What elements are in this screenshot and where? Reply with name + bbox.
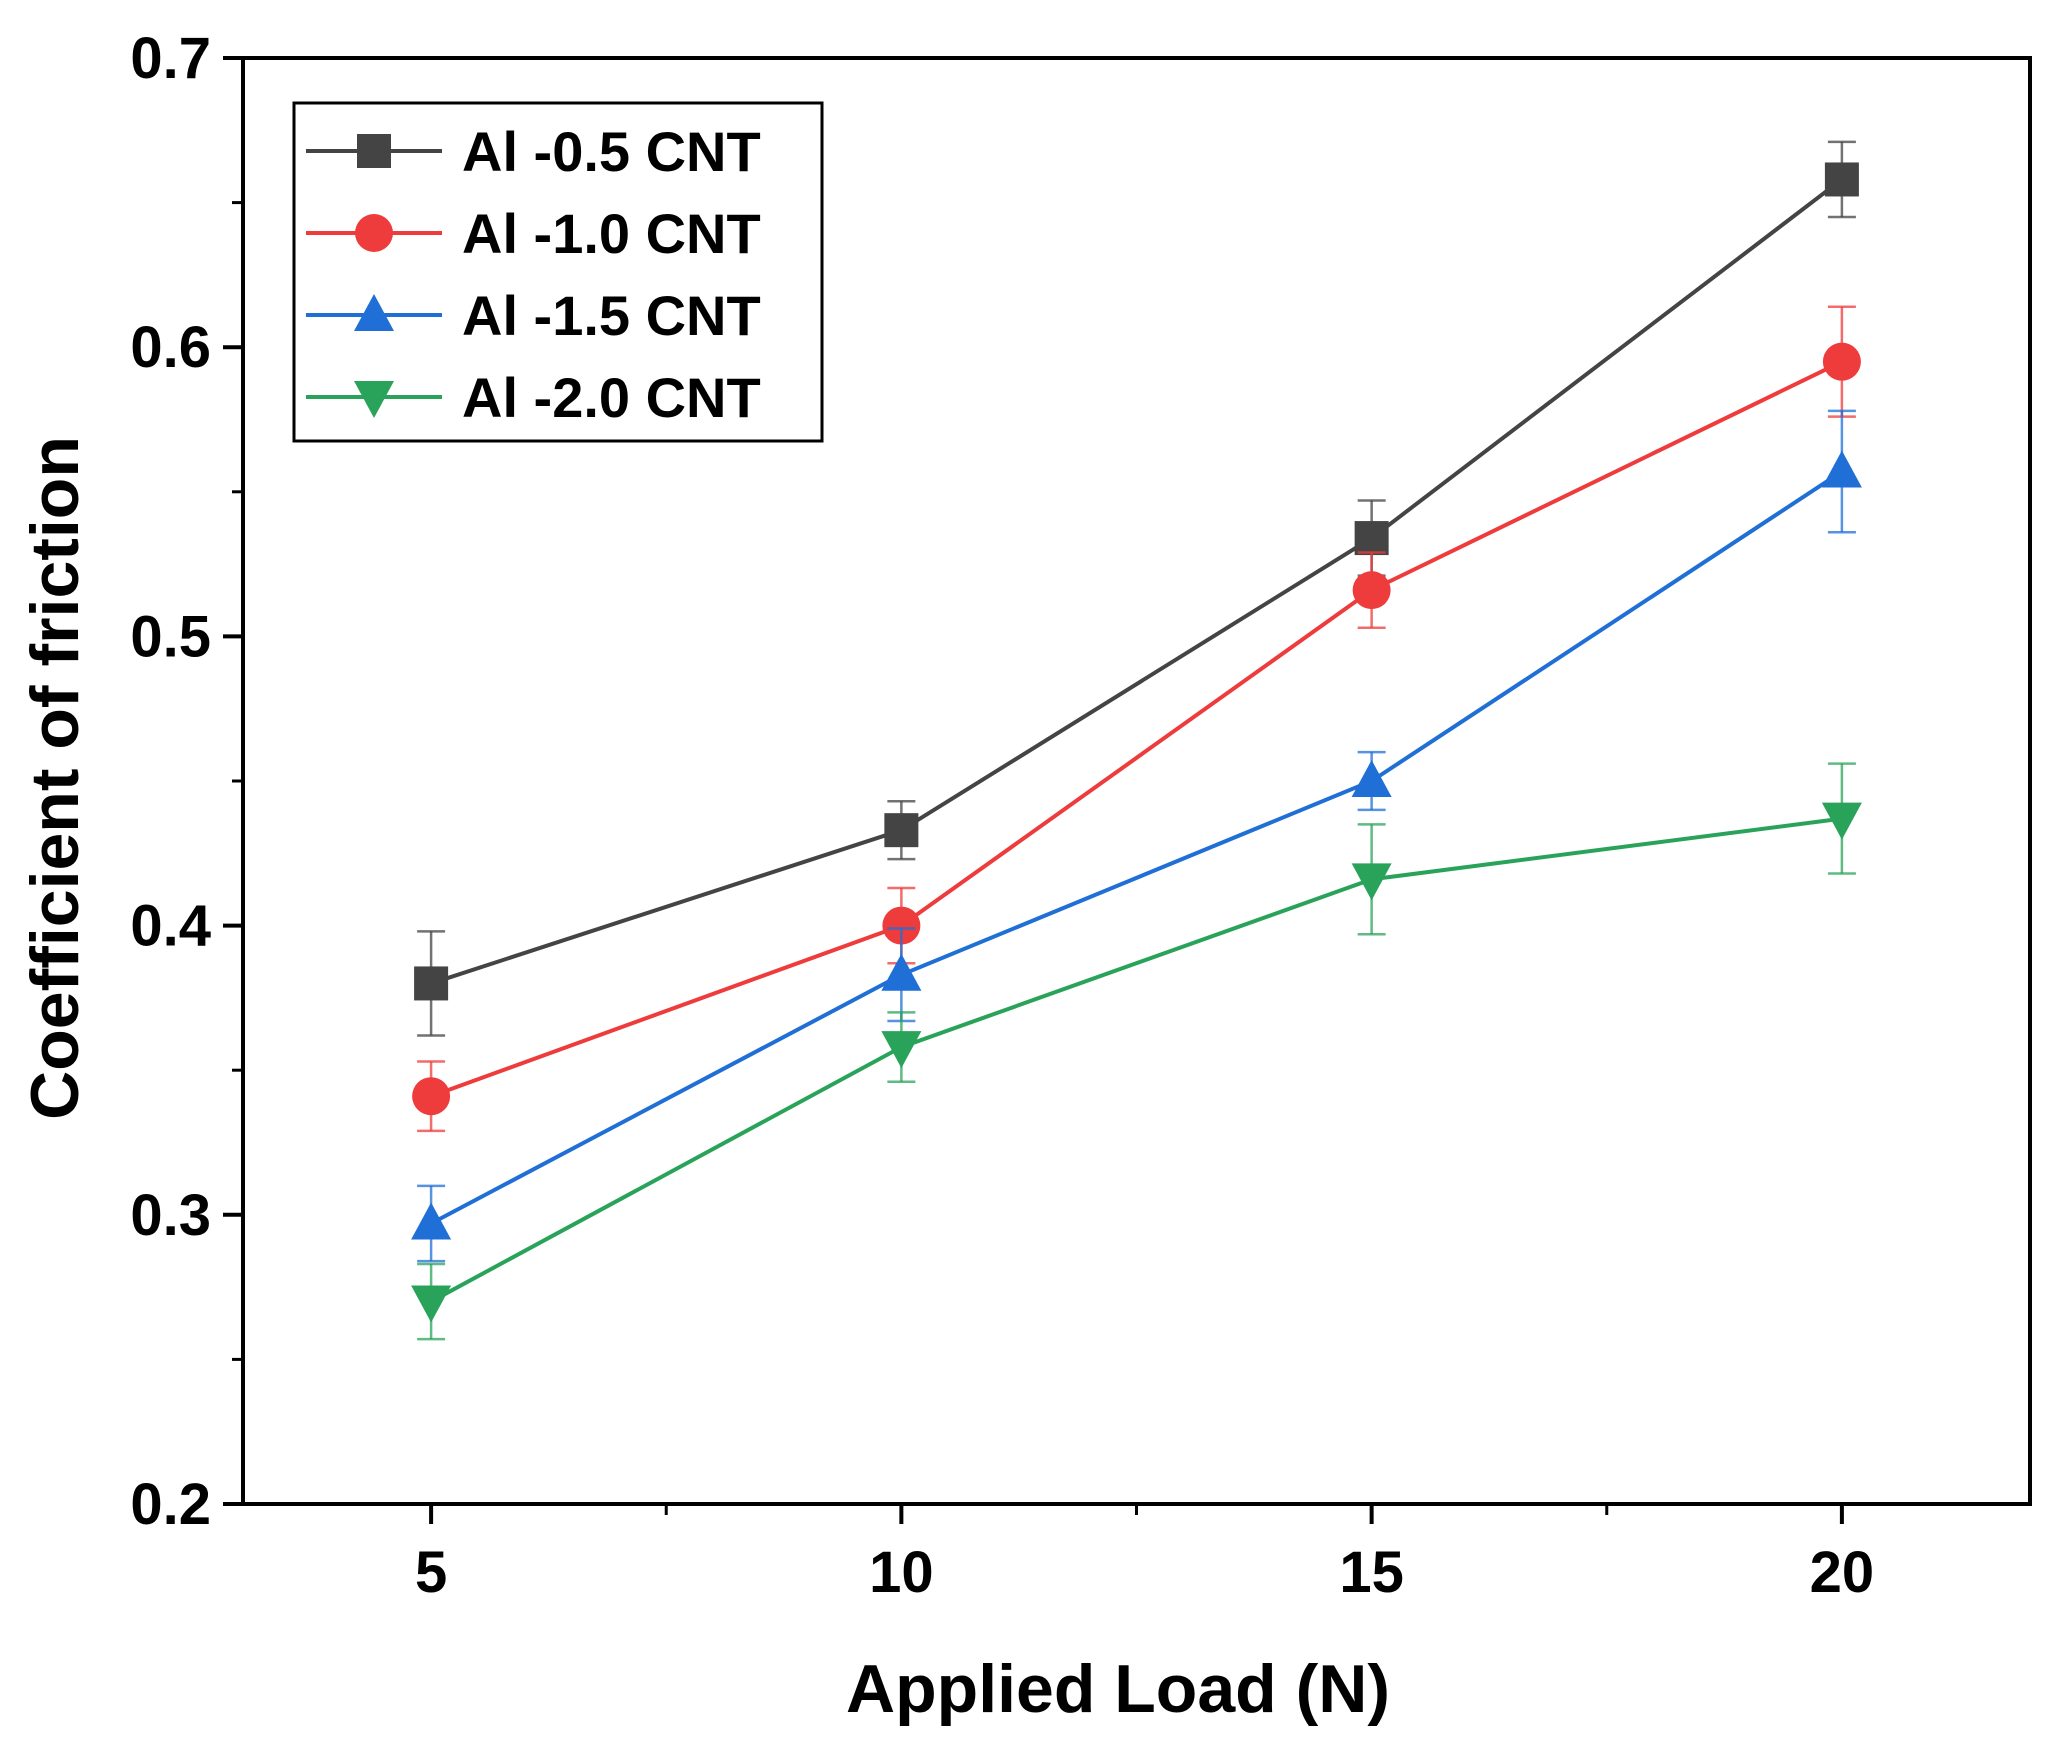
data-point (881, 953, 922, 991)
data-point (1824, 162, 1859, 197)
legend-marker (357, 134, 391, 168)
legend-label: Al -2.0 CNT (462, 366, 761, 429)
y-tick-label: 0.3 (130, 1183, 211, 1248)
series-3 (411, 409, 1862, 1263)
y-tick-label: 0.7 (130, 26, 211, 91)
data-point (1352, 571, 1391, 610)
data-point (1821, 802, 1862, 840)
data-point (414, 966, 449, 1001)
legend-item: Al -1.5 CNT (306, 284, 761, 347)
legend-marker (354, 294, 394, 331)
data-point (1351, 760, 1392, 797)
series-line (430, 177, 1844, 986)
data-point (1351, 863, 1392, 901)
x-axis-title: Applied Load (N) (846, 1651, 1390, 1727)
legend-item: Al -2.0 CNT (306, 366, 761, 429)
series-line (430, 359, 1843, 1099)
legend-marker (354, 381, 394, 418)
x-tick-label: 20 (1810, 1540, 1875, 1605)
data-point (881, 1031, 922, 1069)
data-point (882, 906, 921, 945)
series-4 (411, 762, 1862, 1341)
data-point (412, 1077, 451, 1116)
y-axis-title: Coefficient of friction (17, 436, 93, 1120)
data-point (411, 1202, 452, 1240)
legend-item: Al -1.0 CNT (306, 202, 761, 265)
data-point (1822, 342, 1861, 381)
series-line (430, 816, 1843, 1304)
y-tick-label: 0.6 (130, 315, 211, 380)
y-tick-label: 0.2 (130, 1472, 211, 1537)
y-tick-label: 0.4 (130, 894, 211, 959)
data-point (411, 1285, 452, 1323)
legend-label: Al -1.5 CNT (462, 284, 761, 347)
x-tick-label: 5 (415, 1540, 447, 1605)
legend-item: Al -0.5 CNT (306, 120, 761, 183)
x-tick-label: 10 (869, 1540, 934, 1605)
y-tick-label: 0.5 (130, 604, 211, 669)
data-point (884, 813, 919, 848)
legend: Al -0.5 CNT Al -1.0 CNT Al -1.5 CNT Al -2.0… (292, 101, 824, 443)
series-layer (411, 140, 1862, 1341)
x-tick-label: 15 (1339, 1540, 1404, 1605)
data-point (1821, 450, 1862, 488)
data-point (1354, 521, 1389, 556)
legend-label: Al -0.5 CNT (462, 120, 761, 183)
legend-marker (355, 214, 393, 252)
series-1 (414, 140, 1859, 1037)
legend-label: Al -1.0 CNT (462, 202, 761, 265)
series-line (430, 469, 1843, 1226)
axes: 5 10 15 20 0.2 0.3 0.4 0.5 0.6 0.7 (130, 26, 2032, 1605)
series-2 (412, 305, 1861, 1133)
